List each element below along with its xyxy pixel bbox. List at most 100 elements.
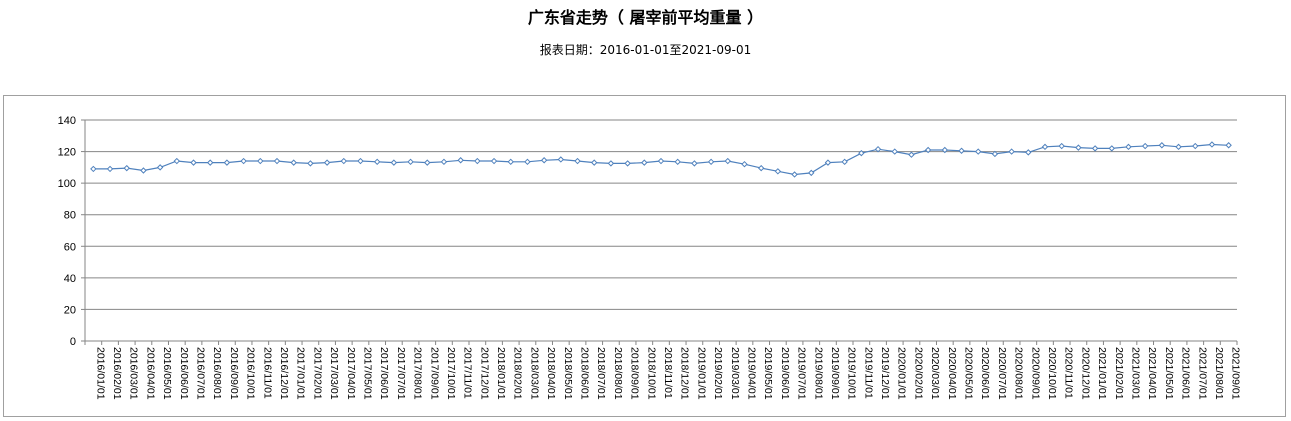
data-point: [140, 167, 147, 174]
x-tick-label: 2018/07/01: [595, 347, 607, 400]
x-tick-label: 2016/08/01: [211, 347, 223, 400]
x-tick-label: 2020/03/01: [929, 347, 941, 400]
data-point: [323, 159, 331, 166]
data-point: [858, 149, 865, 157]
x-tick-label: 2016/09/01: [228, 347, 240, 400]
x-tick-label: 2019/09/01: [829, 347, 841, 400]
x-tick-label: 2017/06/01: [378, 347, 390, 400]
x-tick-label: 2016/02/01: [111, 347, 123, 400]
x-tick-label: 2019/08/01: [812, 347, 824, 400]
data-point: [1192, 142, 1199, 150]
y-tick-label: 120: [58, 147, 76, 159]
x-tick-label: 2021/01/01: [1096, 347, 1108, 400]
data-point: [90, 165, 97, 173]
x-tick-label: 2019/12/01: [879, 347, 891, 400]
x-tick-label: 2017/08/01: [412, 347, 424, 400]
data-point: [307, 160, 314, 167]
chart-frame: [3, 95, 1286, 417]
data-point: [273, 157, 281, 165]
data-point: [507, 158, 514, 166]
data-point: [1141, 142, 1149, 150]
x-tick-label: 2020/04/01: [946, 347, 958, 400]
data-point: [457, 157, 464, 164]
data-point: [407, 158, 414, 166]
data-point: [707, 158, 715, 166]
x-tick-label: 2016/10/01: [245, 347, 257, 400]
x-tick-label: 2017/10/01: [445, 347, 457, 400]
data-point: [490, 157, 498, 165]
x-tick-label: 2017/02/01: [311, 347, 323, 400]
y-tick-label: 80: [64, 210, 76, 222]
x-tick-label: 2017/03/01: [328, 347, 340, 400]
data-point: [390, 159, 398, 166]
data-point: [1108, 145, 1115, 152]
data-point: [874, 145, 882, 153]
x-tick-label: 2018/02/01: [512, 347, 524, 400]
y-tick-label: 100: [58, 178, 76, 190]
x-tick-label: 2018/08/01: [612, 347, 624, 400]
y-tick-label: 60: [64, 241, 76, 253]
x-tick-label: 2020/02/01: [912, 347, 924, 400]
x-tick-label: 2020/10/01: [1046, 347, 1058, 400]
x-tick-label: 2020/06/01: [979, 347, 991, 400]
x-tick-label: 2021/04/01: [1146, 347, 1158, 400]
data-point: [607, 160, 615, 167]
x-tick-label: 2021/08/01: [1213, 347, 1225, 400]
x-tick-label: 2017/07/01: [395, 347, 407, 400]
data-point: [190, 159, 197, 166]
x-tick-label: 2020/08/01: [1013, 347, 1025, 400]
data-point: [1058, 142, 1065, 150]
data-point: [991, 150, 999, 158]
x-tick-label: 2018/09/01: [629, 347, 641, 400]
x-tick-label: 2019/11/01: [862, 347, 874, 399]
data-point: [574, 157, 581, 165]
x-tick-label: 2021/07/01: [1196, 347, 1208, 400]
x-tick-label: 2017/11/01: [462, 347, 474, 399]
data-point: [757, 164, 765, 172]
data-point: [624, 160, 631, 167]
x-tick-label: 2016/12/01: [278, 347, 290, 400]
x-tick-label: 2019/01/01: [695, 347, 707, 400]
x-tick-label: 2021/05/01: [1163, 347, 1175, 400]
data-point: [741, 160, 748, 168]
data-point: [106, 165, 114, 173]
data-point: [1225, 142, 1232, 149]
data-point: [824, 159, 832, 166]
x-tick-label: 2021/06/01: [1180, 347, 1192, 400]
x-tick-label: 2021/03/01: [1129, 347, 1141, 400]
x-tick-label: 2017/12/01: [478, 347, 490, 400]
data-point: [674, 158, 681, 166]
x-tick-label: 2020/09/01: [1029, 347, 1041, 400]
x-tick-label: 2020/07/01: [996, 347, 1008, 400]
x-tick-label: 2020/01/01: [896, 347, 908, 400]
x-tick-label: 2018/03/01: [528, 347, 540, 400]
x-tick-label: 2016/03/01: [128, 347, 140, 400]
data-point: [958, 147, 965, 154]
data-point: [1175, 143, 1182, 151]
data-point: [1125, 143, 1132, 151]
data-point: [474, 157, 481, 165]
chart-title: 广东省走势（ 屠宰前平均重量 ）: [527, 8, 764, 27]
x-tick-label: 2017/05/01: [361, 347, 373, 400]
data-point: [941, 146, 949, 154]
data-point: [440, 158, 448, 166]
data-point: [257, 157, 264, 165]
x-tick-label: 2016/07/01: [195, 347, 207, 400]
x-tick-label: 2019/07/01: [796, 347, 808, 400]
x-tick-label: 2019/03/01: [729, 347, 741, 400]
y-tick-label: 140: [58, 115, 76, 127]
data-point: [691, 160, 698, 167]
x-tick-label: 2019/10/01: [846, 347, 858, 400]
x-tick-label: 2018/11/01: [662, 347, 674, 399]
data-point: [1025, 149, 1032, 156]
data-point: [924, 146, 932, 154]
data-point: [156, 164, 164, 171]
chart-subtitle: 报表日期：2016-01-01至2021-09-01: [539, 43, 752, 57]
x-tick-label: 2017/09/01: [428, 347, 440, 400]
data-point: [207, 159, 214, 166]
data-point: [340, 157, 347, 165]
data-point: [1041, 143, 1049, 151]
data-point: [1208, 141, 1216, 148]
data-point: [591, 159, 598, 166]
